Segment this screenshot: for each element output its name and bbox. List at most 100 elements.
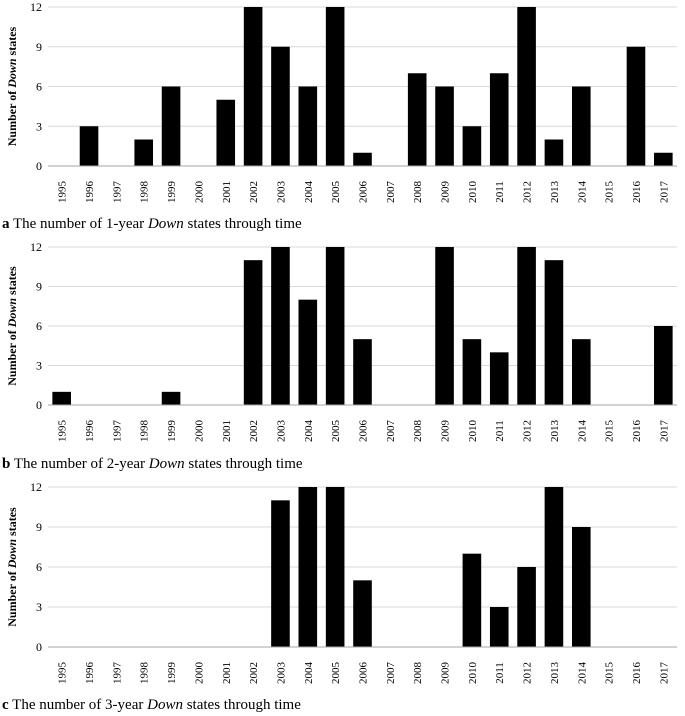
bar-a-2016 [626,46,646,166]
bar-c-2010 [462,553,482,647]
bar-a-2005 [325,7,345,166]
x-tick-label-a-2012: 2012 [522,181,534,203]
y-tick-label-c-4: 12 [30,480,42,494]
x-tick-label-c-2015: 2015 [604,662,616,685]
x-tick-label-b-2014: 2014 [576,420,588,443]
x-tick-label-a-2005: 2005 [330,181,342,204]
x-tick-label-c-2009: 2009 [440,662,452,685]
bar-c-2013 [544,487,564,647]
x-tick-label-b-2006: 2006 [358,420,370,443]
bar-a-2004 [298,86,318,166]
bar-b-2017 [654,326,673,405]
x-tick-label-b-1997: 1997 [111,420,123,443]
bar-c-2006 [353,580,372,647]
chart-panel-c: 0 3 6 9 12 Number of Down states 1995 1996 1997 1… [5,480,677,684]
bar-a-2014 [571,86,591,166]
x-tick-label-c-2008: 2008 [412,662,424,685]
x-tick-label-a-2007: 2007 [385,181,397,204]
y-axis-label-b-italic: Down [5,298,19,329]
x-tick-label-a-1998: 1998 [139,181,151,204]
x-tick-label-c-2011: 2011 [494,662,506,684]
x-tick-label-c-2017: 2017 [658,662,670,685]
caption-b-text-italic: Down [148,456,185,472]
bar-a-2008 [407,73,427,166]
y-tick-label-a-1: 3 [36,119,42,133]
x-tick-label-b-1995: 1995 [57,420,69,443]
x-tick-label-c-2006: 2006 [358,662,370,685]
x-tick-label-c-2005: 2005 [330,662,342,685]
x-tick-label-a-2013: 2013 [549,181,561,204]
bar-a-2013 [544,139,564,166]
x-tick-label-a-1997: 1997 [111,181,123,204]
caption-c: c The number of 3-year Down states throu… [2,697,301,714]
bar-b-1999 [161,391,181,405]
x-tick-label-a-1999: 1999 [166,181,178,204]
y-tick-label-a-3: 9 [36,40,42,54]
x-tick-label-a-2015: 2015 [604,181,616,204]
bar-a-2006 [353,152,372,166]
x-tick-label-a-2014: 2014 [576,181,588,204]
x-tick-label-a-1995: 1995 [57,181,69,204]
x-tick-label-c-2003: 2003 [275,662,287,685]
y-axis-label-b: Number of Down states [5,266,19,386]
x-tick-label-c-1995: 1995 [57,662,69,685]
bar-b-2013 [544,260,564,405]
y-axis-label-c-italic: Down [5,539,19,570]
caption-b: b The number of 2-year Down states throu… [2,456,303,473]
bar-a-2001 [216,99,236,166]
x-tick-label-a-2000: 2000 [193,181,205,204]
bar-c-2004 [298,487,318,647]
y-tick-label-a-2: 6 [36,80,42,94]
x-tick-label-a-2010: 2010 [467,181,479,204]
y-axis-label-c-pre: Number of [5,568,19,626]
x-tick-label-c-2000: 2000 [193,662,205,685]
x-tick-label-b-2001: 2001 [221,420,233,442]
bar-c-2011 [489,607,509,647]
x-tick-label-b-2016: 2016 [631,420,643,443]
x-tick-label-b-2015: 2015 [604,420,616,443]
y-tick-label-b-2: 6 [36,319,42,333]
y-axis-label-a-post: states [5,26,19,58]
caption-a-letter: a [2,216,10,232]
y-axis-label-c-post: states [5,507,19,539]
x-tick-label-a-1996: 1996 [84,181,96,204]
caption-c-text-italic: Down [147,697,183,713]
y-tick-label-a-4: 12 [30,0,42,14]
caption-a-text-post: states through time [187,216,302,232]
bar-a-2003 [271,46,290,166]
x-tick-label-b-2003: 2003 [275,420,287,443]
caption-b-text-pre: The number of 2-year [13,456,146,472]
y-tick-label-c-0: 0 [36,640,42,654]
x-tick-label-c-2010: 2010 [467,662,479,685]
bar-a-2009 [435,86,454,166]
caption-a-text-pre: The number of 1-year [12,216,145,232]
caption-c-text-pre: The number of 3-year [12,697,144,713]
x-tick-label-a-2002: 2002 [248,181,260,203]
bar-b-2005 [325,247,345,405]
x-tick-label-a-2011: 2011 [494,181,506,203]
bar-a-1999 [161,86,181,166]
x-tick-label-a-2017: 2017 [658,181,670,204]
x-tick-label-c-1998: 1998 [139,662,151,685]
y-axis-label-b-post: states [5,266,19,298]
x-tick-label-c-2012: 2012 [522,662,534,684]
caption-c-text-post: states through time [186,697,301,713]
bar-b-2006 [353,339,372,405]
bar-c-2003 [271,500,290,647]
x-tick-label-b-2009: 2009 [440,420,452,443]
bar-c-2005 [325,487,345,647]
bar-a-2010 [462,126,482,166]
x-tick-label-a-2009: 2009 [440,181,452,204]
x-tick-label-b-1996: 1996 [84,420,96,443]
caption-a: a The number of 1-year Down states throu… [2,216,302,233]
y-axis-label-a: Number of Down states [5,26,19,146]
x-tick-label-a-2003: 2003 [275,181,287,204]
x-tick-label-b-1998: 1998 [139,420,151,443]
x-tick-label-c-2007: 2007 [385,662,397,685]
x-tick-label-a-2006: 2006 [358,181,370,204]
bar-c-2014 [571,527,591,647]
y-tick-label-b-3: 9 [36,280,42,294]
chart-panel-b: 0 3 6 9 12 Number of Down states 1995 1996 1997 1… [5,240,677,442]
bar-b-2009 [435,247,454,405]
y-tick-label-b-1: 3 [36,359,42,373]
